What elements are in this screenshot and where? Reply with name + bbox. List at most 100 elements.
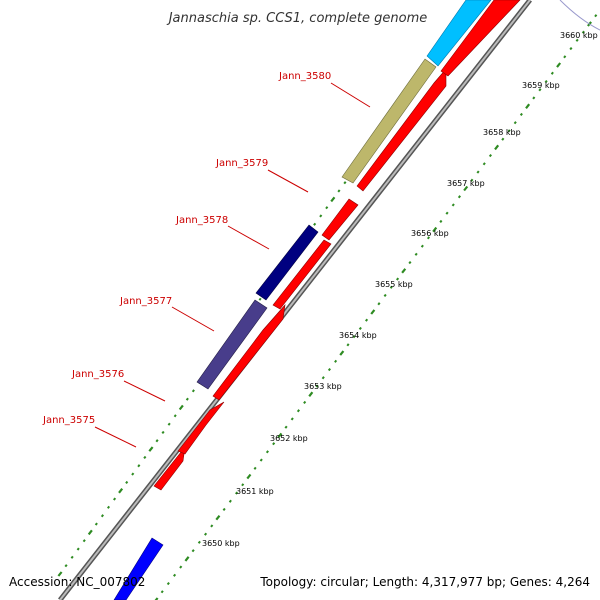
tick-mark (272, 442, 276, 446)
tick-mark (258, 297, 262, 301)
tick-mark (118, 488, 124, 494)
tick-mark (284, 425, 288, 429)
scale-tick-label: 3659 kbp (522, 81, 560, 90)
tick-mark (544, 79, 548, 84)
tick-mark (64, 564, 68, 568)
tick-mark (389, 285, 393, 289)
tick-mark (334, 359, 338, 363)
gene-label-leader-line (123, 380, 166, 402)
gene-labels: Jann_3575 Jann_3576 Jann_3577 Jann_3578 Jann… (42, 71, 371, 448)
tick-mark (70, 555, 74, 559)
scale-tick-label: 3650 kbp (202, 539, 240, 548)
gene-jann-3575[interactable] (153, 445, 186, 491)
tick-mark (325, 206, 329, 210)
tick-mark (210, 524, 214, 528)
tick-mark (439, 219, 443, 223)
tick-mark (235, 491, 239, 495)
tick-mark (161, 430, 165, 435)
tick-mark (321, 376, 325, 380)
gene-jann-3577[interactable] (212, 304, 286, 401)
scale-tick-label: 3660 kbp (560, 31, 598, 40)
gene-upper-right[interactable] (440, 0, 521, 77)
tick-mark (396, 277, 400, 281)
tick-mark (445, 211, 449, 215)
tick-mark (420, 244, 424, 248)
feature-slate[interactable] (196, 299, 268, 390)
gene-jann-3578[interactable] (272, 239, 332, 310)
outer-ring-arc (559, 0, 600, 31)
feature-blue[interactable] (113, 537, 164, 600)
scale-tick-label: 3654 kbp (339, 331, 377, 340)
tick-mark (538, 88, 542, 92)
tick-mark (137, 464, 141, 468)
tick-mark (125, 480, 129, 484)
tick-mark (457, 195, 461, 199)
tick-mark (575, 38, 579, 42)
tick-mark (173, 573, 177, 577)
gene-jann-3576[interactable] (177, 401, 225, 455)
tick-mark (343, 181, 347, 185)
tick-mark (259, 458, 263, 462)
gene-label[interactable]: Jann_3577 (119, 296, 172, 307)
tick-mark (179, 565, 183, 569)
tick-mark (173, 414, 177, 418)
tick-mark (432, 226, 438, 233)
genome-map (57, 0, 600, 600)
tick-mark (185, 397, 189, 401)
feature-khaki[interactable] (341, 58, 437, 184)
gene-label-leader-line (330, 82, 371, 108)
tick-mark (94, 522, 98, 526)
tick-mark (482, 162, 486, 166)
tick-mark (426, 236, 431, 240)
tick-mark (228, 499, 232, 503)
tick-mark (470, 178, 474, 182)
tick-mark (476, 170, 480, 174)
tick-mark (594, 14, 598, 18)
tick-mark (57, 571, 63, 577)
feature-cyan[interactable] (426, 0, 492, 67)
scale-tick-label: 3658 kbp (483, 128, 521, 137)
tick-mark (82, 539, 86, 543)
tick-mark (401, 268, 407, 274)
tick-mark (358, 326, 362, 331)
tick-mark (315, 384, 319, 388)
tick-mark (191, 389, 195, 393)
gene-label-leader-line (94, 426, 137, 448)
gene-label[interactable]: Jann_3579 (215, 158, 268, 169)
feature-navy[interactable] (255, 224, 319, 301)
tick-mark (532, 96, 536, 100)
tick-mark (76, 547, 80, 551)
tick-mark (352, 335, 356, 339)
gene-label-leader-line (267, 169, 309, 193)
accession-label: Accession: NC_007802 (9, 575, 145, 589)
forward-strand-genes (153, 0, 521, 491)
tick-mark (215, 515, 221, 521)
scale-tick-label: 3651 kbp (236, 487, 274, 496)
tick-mark (131, 472, 135, 476)
tick-mark (246, 473, 252, 480)
tick-mark (197, 540, 201, 544)
tick-mark (451, 203, 455, 207)
map-title: Jannaschia sp. CCS1, complete genome (166, 11, 428, 26)
gene-jann-3579[interactable] (321, 198, 359, 241)
tick-mark (408, 260, 412, 265)
gene-label-leader-line (227, 225, 270, 250)
tick-mark (327, 367, 331, 372)
gene-label[interactable]: Jann_3580 (278, 71, 331, 82)
tick-mark (191, 549, 195, 553)
tick-mark (569, 46, 573, 51)
tick-mark (113, 497, 117, 501)
tick-mark (143, 455, 147, 460)
tick-mark (155, 439, 159, 443)
scale-tick-label: 3657 kbp (447, 179, 485, 188)
tick-mark (148, 446, 154, 452)
tick-mark (308, 391, 314, 397)
gene-label[interactable]: Jann_3576 (71, 369, 124, 380)
tick-mark (370, 309, 376, 315)
tick-mark (550, 71, 554, 75)
tick-mark (204, 532, 208, 536)
tick-mark (525, 103, 531, 109)
gene-label[interactable]: Jann_3578 (175, 215, 228, 226)
gene-label[interactable]: Jann_3575 (42, 415, 95, 426)
gene-jann-3580[interactable] (356, 68, 447, 192)
